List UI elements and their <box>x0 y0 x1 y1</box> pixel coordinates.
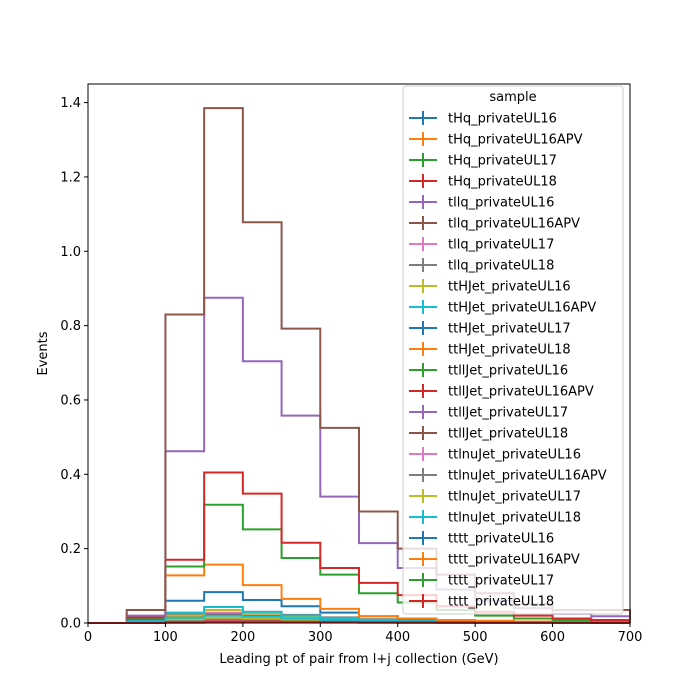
legend-label: ttllJet_privateUL17 <box>448 406 568 421</box>
legend-entry: tllq_privateUL16APV <box>409 216 580 232</box>
x-tick-label: 300 <box>308 630 333 645</box>
legend-label: tHq_privateUL16APV <box>448 133 583 148</box>
legend: sample tHq_privateUL16 tHq_privateUL16APVt… <box>402 85 624 615</box>
legend-title: sample <box>489 90 536 105</box>
legend-label: tHq_privateUL16 <box>448 112 557 127</box>
legend-entry: ttllJet_privateUL16APV <box>409 384 594 400</box>
legend-label: tllq_privateUL18 <box>448 259 554 274</box>
legend-label: tttt_privateUL16 <box>448 532 554 547</box>
y-tick-label: 0.6 <box>60 393 81 408</box>
x-tick-label: 100 <box>153 630 178 645</box>
legend-entry: tttt_privateUL16 <box>409 531 554 547</box>
legend-entry: ttHJet_privateUL17 <box>409 321 571 337</box>
legend-entry: ttlnuJet_privateUL16APV <box>409 468 607 484</box>
legend-label: tHq_privateUL17 <box>448 154 557 169</box>
legend-label: ttlnuJet_privateUL18 <box>448 511 581 526</box>
legend-entry: ttHJet_privateUL18 <box>409 342 571 358</box>
x-tick-label: 200 <box>230 630 255 645</box>
legend-entry: tttt_privateUL16APV <box>409 552 580 568</box>
legend-entry: ttHJet_privateUL16 <box>409 279 571 295</box>
legend-label: ttlnuJet_privateUL16APV <box>448 469 607 484</box>
legend-entry: tHq_privateUL18 <box>409 174 557 190</box>
legend-entry: ttlnuJet_privateUL18 <box>409 510 581 526</box>
legend-label: tttt_privateUL18 <box>448 595 554 610</box>
legend-entry: ttlnuJet_privateUL17 <box>409 489 581 505</box>
legend-entry: tllq_privateUL16 <box>409 195 554 211</box>
legend-entry: tHq_privateUL17 <box>409 153 557 169</box>
legend-label: ttHJet_privateUL18 <box>448 343 571 358</box>
legend-label: tllq_privateUL16APV <box>448 217 580 232</box>
x-tick-label: 500 <box>463 630 488 645</box>
legend-entry: ttllJet_privateUL17 <box>409 405 568 421</box>
y-tick-label: 0.4 <box>60 468 81 483</box>
legend-label: tllq_privateUL17 <box>448 238 554 253</box>
legend-label: ttHJet_privateUL16 <box>448 280 571 295</box>
x-tick-label: 0 <box>84 630 92 645</box>
legend-entry: tllq_privateUL17 <box>409 237 554 253</box>
series-line-13 <box>88 471 631 624</box>
x-tick-label: 600 <box>540 630 565 645</box>
y-tick-label: 0.2 <box>60 542 81 557</box>
legend-label: tttt_privateUL16APV <box>448 553 580 568</box>
legend-label: tttt_privateUL17 <box>448 574 554 589</box>
y-tick-label: 1.2 <box>60 170 81 185</box>
x-tick-label: 400 <box>385 630 410 645</box>
x-tick-label: 700 <box>618 630 643 645</box>
plot-frame <box>87 83 631 624</box>
y-tick-label: 0.0 <box>60 617 81 632</box>
legend-label: ttHJet_privateUL17 <box>448 322 571 337</box>
legend-label: ttllJet_privateUL18 <box>448 427 568 442</box>
legend-label: ttllJet_privateUL16APV <box>448 385 594 400</box>
legend-label: ttllJet_privateUL16 <box>448 364 568 379</box>
legend-entry: ttllJet_privateUL16 <box>409 363 568 379</box>
legend-entry: ttHJet_privateUL16APV <box>409 300 596 316</box>
legend-label: tHq_privateUL18 <box>448 175 557 190</box>
legend-entry: ttlnuJet_privateUL16 <box>409 447 581 463</box>
legend-label: ttlnuJet_privateUL17 <box>448 490 581 505</box>
legend-label: ttlnuJet_privateUL16 <box>448 448 581 463</box>
legend-entry: tttt_privateUL18 <box>409 594 554 610</box>
legend-entry: ttllJet_privateUL18 <box>409 426 568 442</box>
y-tick-label: 1.4 <box>60 96 81 111</box>
axes-group: 0 100 200 300 400 500 600 700 0.0 0.2 0.4 0.6 0.8 1.0… <box>36 83 643 667</box>
legend-entry: tHq_privateUL16 <box>409 111 557 127</box>
y-tick-label: 0.8 <box>60 319 81 334</box>
legend-label: tllq_privateUL16 <box>448 196 554 211</box>
legend-frame <box>402 85 624 615</box>
legend-label: ttHJet_privateUL16APV <box>448 301 596 316</box>
legend-entry: tHq_privateUL16APV <box>409 132 583 148</box>
legend-entry: tllq_privateUL18 <box>409 258 554 274</box>
legend-entry: tttt_privateUL17 <box>409 573 554 589</box>
x-axis-label: Leading pt of pair from l+j collection (… <box>219 652 498 667</box>
y-axis-label: Events <box>36 331 51 375</box>
y-tick-label: 1.0 <box>60 245 81 260</box>
